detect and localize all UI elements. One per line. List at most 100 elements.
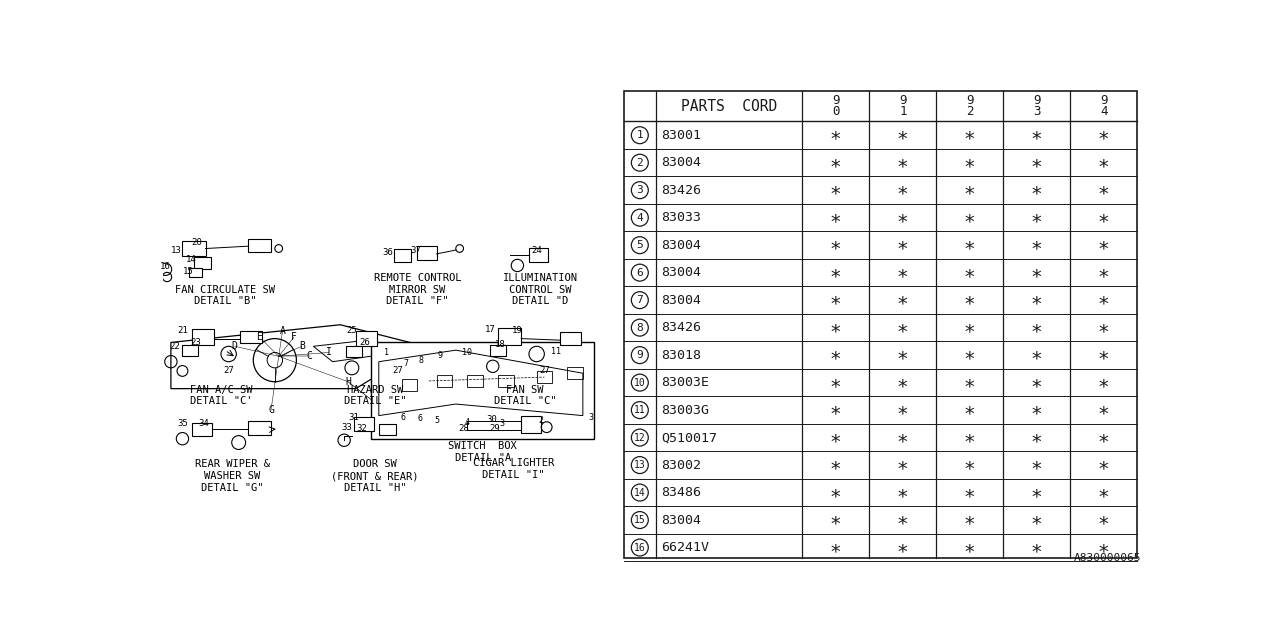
Text: ∗: ∗: [829, 291, 842, 310]
Text: FAN CIRCULATE SW
DETAIL "B": FAN CIRCULATE SW DETAIL "B": [175, 285, 275, 307]
Bar: [490, 345, 506, 356]
Text: ∗: ∗: [1098, 346, 1110, 365]
Text: ∗: ∗: [1098, 236, 1110, 255]
Text: 4: 4: [636, 212, 644, 223]
Text: 33: 33: [340, 422, 352, 431]
Text: 14: 14: [187, 255, 197, 264]
Text: 3: 3: [588, 413, 593, 422]
Text: ∗: ∗: [897, 208, 909, 227]
Text: ILLUMINATION
CONTROL SW
DETAIL "D: ILLUMINATION CONTROL SW DETAIL "D: [503, 273, 579, 307]
Text: ∗: ∗: [829, 538, 842, 557]
Text: 10: 10: [634, 378, 645, 388]
Text: 12: 12: [634, 433, 645, 443]
Text: ∗: ∗: [829, 511, 842, 529]
Text: 83033: 83033: [662, 211, 701, 224]
Text: 9: 9: [966, 94, 974, 107]
Text: 19: 19: [512, 326, 522, 335]
Text: 83004: 83004: [662, 513, 701, 527]
Text: 83003G: 83003G: [662, 404, 709, 417]
Text: ∗: ∗: [1098, 291, 1110, 310]
Bar: [371, 342, 594, 438]
Text: ∗: ∗: [897, 180, 909, 200]
Text: 2: 2: [966, 105, 974, 118]
Text: ∗: ∗: [897, 153, 909, 172]
Text: I: I: [326, 348, 332, 358]
Text: 7: 7: [403, 359, 408, 368]
Text: ∗: ∗: [1098, 318, 1110, 337]
Text: 1: 1: [384, 348, 389, 357]
Text: 27: 27: [539, 367, 549, 376]
Text: G: G: [268, 405, 274, 415]
Text: ∗: ∗: [1098, 401, 1110, 420]
Bar: [498, 328, 521, 345]
Text: ∗: ∗: [1098, 373, 1110, 392]
Text: 13: 13: [172, 246, 182, 255]
Bar: [436, 375, 452, 387]
Text: ∗: ∗: [897, 236, 909, 255]
Text: REMOTE CONTROL
MIRROR SW
DETAIL "F": REMOTE CONTROL MIRROR SW DETAIL "F": [374, 273, 461, 307]
Text: 9: 9: [438, 351, 443, 360]
Text: ∗: ∗: [897, 538, 909, 557]
Text: H: H: [346, 377, 351, 387]
Text: 22: 22: [169, 342, 180, 351]
Text: 3: 3: [636, 185, 644, 195]
Text: ∗: ∗: [1030, 208, 1043, 227]
Text: ∗: ∗: [964, 428, 975, 447]
Text: Q510017: Q510017: [662, 431, 717, 444]
Bar: [521, 417, 540, 433]
Text: ∗: ∗: [829, 428, 842, 447]
Text: C: C: [307, 351, 312, 362]
Text: 4: 4: [465, 418, 470, 427]
Text: 28: 28: [458, 424, 468, 433]
Text: ∗: ∗: [1098, 125, 1110, 145]
Bar: [192, 422, 211, 436]
Text: 83003E: 83003E: [662, 376, 709, 389]
Text: 4: 4: [1100, 105, 1107, 118]
Text: ∗: ∗: [964, 291, 975, 310]
Text: 11: 11: [550, 347, 561, 356]
Bar: [347, 346, 362, 357]
Text: 66241V: 66241V: [662, 541, 709, 554]
Text: A830000065: A830000065: [1074, 554, 1140, 563]
Text: CIGAR LIGHTER
DETAIL "I": CIGAR LIGHTER DETAIL "I": [472, 458, 554, 479]
Text: DOOR SW
(FRONT & REAR)
DETAIL "H": DOOR SW (FRONT & REAR) DETAIL "H": [332, 460, 419, 493]
Text: 6: 6: [417, 414, 422, 423]
Text: ∗: ∗: [897, 428, 909, 447]
Text: 3: 3: [499, 419, 504, 428]
Bar: [192, 330, 214, 345]
Text: 26: 26: [360, 338, 370, 347]
Text: 8: 8: [636, 323, 644, 333]
Text: 24: 24: [531, 246, 541, 255]
Bar: [195, 257, 211, 269]
Text: 83001: 83001: [662, 129, 701, 141]
Text: 83004: 83004: [662, 266, 701, 279]
Text: 35: 35: [177, 419, 188, 428]
Bar: [241, 331, 262, 343]
Text: ∗: ∗: [1030, 511, 1043, 529]
Bar: [394, 249, 411, 262]
Text: ∗: ∗: [1030, 346, 1043, 365]
Text: ∗: ∗: [1098, 263, 1110, 282]
Text: 9: 9: [899, 94, 906, 107]
Text: 6: 6: [401, 413, 406, 422]
Text: ∗: ∗: [897, 125, 909, 145]
Text: ∗: ∗: [964, 125, 975, 145]
Text: ∗: ∗: [829, 318, 842, 337]
Bar: [183, 241, 206, 256]
Text: 83002: 83002: [662, 459, 701, 472]
Text: ∗: ∗: [1030, 263, 1043, 282]
Text: 30: 30: [486, 415, 498, 424]
Text: ∗: ∗: [1098, 428, 1110, 447]
Bar: [498, 375, 513, 387]
Text: ∗: ∗: [829, 456, 842, 475]
Text: 11: 11: [634, 405, 645, 415]
Text: ∗: ∗: [1030, 483, 1043, 502]
Bar: [529, 248, 548, 262]
Text: D: D: [232, 341, 238, 351]
Text: ∗: ∗: [1098, 153, 1110, 172]
Text: E: E: [256, 332, 262, 342]
Text: 17: 17: [485, 325, 495, 334]
Text: ∗: ∗: [829, 483, 842, 502]
Text: 15: 15: [183, 267, 195, 276]
Text: ∗: ∗: [829, 263, 842, 282]
